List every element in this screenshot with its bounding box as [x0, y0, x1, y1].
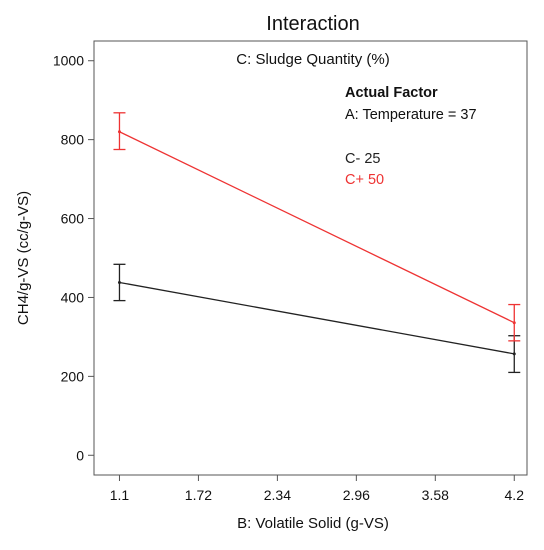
x-axis: 1.1 1.72 2.34 2.96 3.58 4.2	[110, 475, 524, 503]
y-tick-label: 1000	[53, 53, 84, 69]
legend-entry-c-minus: C- 25	[345, 151, 380, 167]
series-line	[119, 131, 515, 324]
data-point	[512, 321, 516, 325]
y-tick-label: 800	[61, 132, 85, 148]
x-axis-label: B: Volatile Solid (g-VS)	[237, 515, 389, 532]
data-point	[117, 280, 121, 284]
legend-entry-c-plus: C+ 50	[345, 172, 384, 188]
x-tick-label: 4.2	[505, 487, 525, 503]
y-tick-label: 0	[76, 447, 84, 463]
y-axis-label: CH4/g-VS (cc/g-VS)	[15, 191, 32, 325]
y-tick-label: 200	[61, 368, 85, 384]
series-line	[119, 281, 515, 355]
x-tick-label: 2.96	[343, 487, 370, 503]
chart-title: Interaction	[266, 13, 359, 35]
x-tick-label: 3.58	[422, 487, 449, 503]
plot-area	[93, 40, 528, 476]
annotation-heading: Actual Factor	[345, 85, 438, 101]
x-tick-label: 2.34	[264, 487, 291, 503]
annotation-factor: A: Temperature = 37	[345, 107, 477, 123]
x-tick-label: 1.1	[110, 487, 130, 503]
y-tick-label: 400	[61, 289, 85, 305]
chart-subtitle: C: Sludge Quantity (%)	[236, 51, 389, 68]
y-tick-label: 600	[61, 211, 85, 227]
x-tick-label: 1.72	[185, 487, 212, 503]
y-axis: 0 200 400 600 800 1000	[53, 53, 94, 463]
data-point	[512, 352, 516, 356]
data-point	[117, 130, 121, 134]
series-layer	[113, 112, 521, 374]
